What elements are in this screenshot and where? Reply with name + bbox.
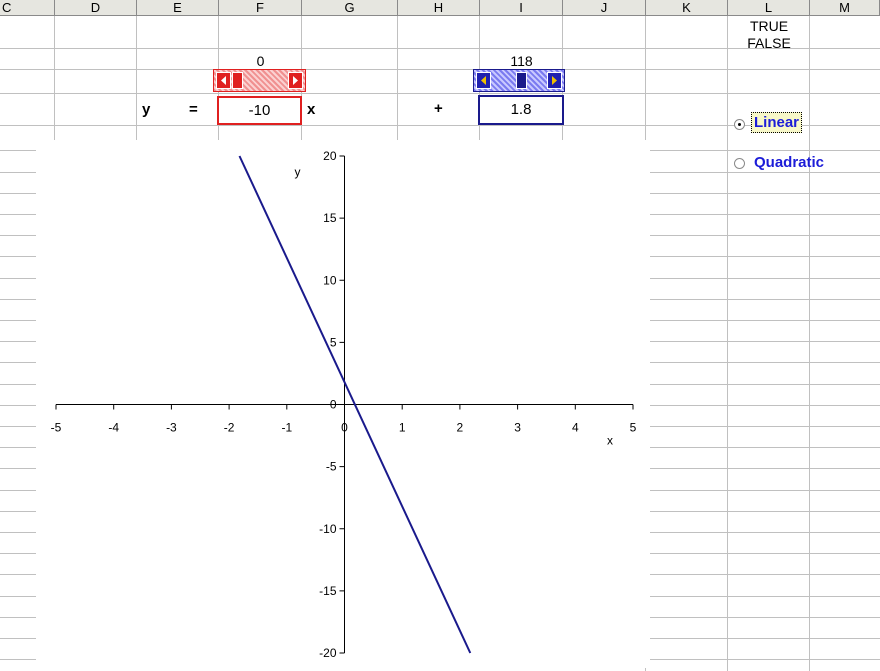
x-tick-label: 4 — [572, 421, 579, 435]
arrow-left-icon — [481, 76, 486, 85]
x-tick-label: -2 — [224, 421, 235, 435]
x-axis-title: x — [607, 434, 613, 448]
equation-x-label: x — [307, 101, 316, 118]
intercept-value-box[interactable]: 1.8 — [478, 95, 564, 125]
arrow-left-icon — [221, 76, 226, 85]
x-tick-label: -3 — [166, 421, 177, 435]
column-header-j[interactable]: J — [563, 0, 646, 16]
arrow-right-icon — [293, 76, 298, 85]
y-tick-label: -20 — [319, 646, 337, 660]
x-tick-label: -4 — [108, 421, 119, 435]
y-tick-label: 20 — [323, 149, 337, 163]
column-header-f[interactable]: F — [219, 0, 302, 16]
intercept-scroll-left-button[interactable] — [476, 72, 491, 89]
x-tick-label: 5 — [630, 421, 637, 435]
column-header-i[interactable]: I — [480, 0, 563, 16]
intercept-scrollbar[interactable] — [473, 69, 565, 92]
y-tick-label: -10 — [319, 522, 337, 536]
quadratic-radio[interactable] — [734, 158, 745, 169]
linear-radio[interactable] — [734, 119, 745, 130]
x-tick-label: 0 — [341, 421, 348, 435]
intercept-scroll-value: 118 — [510, 53, 533, 69]
y-tick-label: 0 — [330, 398, 337, 412]
slope-scroll-value: 0 — [256, 53, 265, 69]
intercept-scroll-right-button[interactable] — [547, 72, 562, 89]
column-header-g[interactable]: G — [302, 0, 398, 16]
equation-plus-label: + — [434, 100, 443, 117]
y-axis-title: y — [295, 165, 301, 179]
quadratic-option-label[interactable]: Quadratic — [754, 154, 825, 171]
intercept-scroll-thumb[interactable] — [516, 72, 527, 89]
column-header-e[interactable]: E — [137, 0, 219, 16]
column-header-h[interactable]: H — [398, 0, 480, 16]
y-tick-label: -15 — [319, 584, 337, 598]
column-header-c[interactable]: C — [0, 0, 55, 16]
y-tick-label: -5 — [326, 460, 337, 474]
slope-scrollbar[interactable] — [213, 69, 306, 92]
equation-equals-label: = — [189, 101, 198, 118]
cell-l-false[interactable]: FALSE — [747, 35, 791, 51]
y-tick-label: 10 — [323, 273, 337, 287]
column-header-k[interactable]: K — [646, 0, 728, 16]
x-tick-label: 1 — [399, 421, 406, 435]
x-tick-label: 3 — [514, 421, 521, 435]
slope-scroll-right-button[interactable] — [288, 72, 303, 89]
slope-value-box[interactable]: -10 — [217, 96, 302, 125]
column-header-l[interactable]: L — [728, 0, 810, 16]
x-tick-label: -1 — [281, 421, 292, 435]
x-tick-label: -5 — [51, 421, 62, 435]
cell-l-true[interactable]: TRUE — [749, 18, 789, 34]
slope-scroll-left-button[interactable] — [216, 72, 231, 89]
equation-y-label: y — [142, 101, 151, 118]
x-tick-label: 2 — [457, 421, 464, 435]
linear-option-label[interactable]: Linear — [751, 112, 803, 133]
slope-scroll-thumb[interactable] — [232, 72, 243, 89]
y-tick-label: 15 — [323, 211, 337, 225]
radio-selected-dot — [738, 123, 741, 126]
column-header-d[interactable]: D — [55, 0, 137, 16]
y-tick-label: 5 — [330, 335, 337, 349]
arrow-right-icon — [552, 76, 557, 85]
series-line — [238, 155, 472, 654]
